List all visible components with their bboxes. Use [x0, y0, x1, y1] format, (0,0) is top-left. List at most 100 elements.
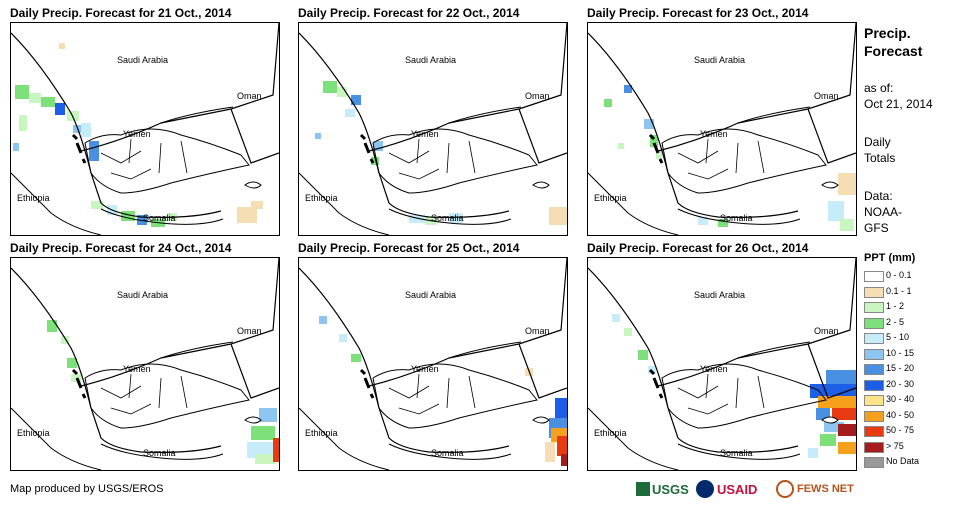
map-label-oman: Oman [525, 91, 550, 101]
map-drawing [299, 258, 567, 470]
precip-cell [67, 358, 77, 368]
precip-cell [828, 201, 844, 221]
daily-label: Daily [864, 135, 891, 149]
socotra-island [821, 181, 839, 189]
legend-swatch [864, 271, 884, 282]
precip-cell [838, 442, 856, 454]
precip-cell [89, 141, 99, 161]
coastline [588, 267, 799, 453]
precip-cell [351, 95, 361, 105]
data-label: Data: [864, 189, 893, 203]
map-label-saudi: Saudi Arabia [694, 55, 746, 65]
forecast-map-panel: Saudi Arabia Oman Yemen Ethiopia Somalia [10, 257, 280, 471]
precip-cell [818, 396, 856, 408]
legend-swatch [864, 317, 884, 329]
map-label-yemen: Yemen [411, 129, 439, 139]
precip-cell [824, 422, 844, 432]
border-saudi [368, 23, 567, 152]
map-label-saudi: Saudi Arabia [405, 290, 457, 300]
islands [648, 133, 664, 164]
coastline [100, 208, 224, 225]
precip-cell [19, 115, 27, 131]
governorate-borders [677, 373, 765, 415]
map-label-yemen: Yemen [700, 129, 728, 139]
socotra-island [532, 416, 550, 424]
map-label-somalia: Somalia [720, 448, 753, 458]
governorate-borders [100, 138, 188, 180]
panel-title: Daily Precip. Forecast for 23 Oct., 2014 [587, 6, 809, 20]
socotra-island [244, 181, 262, 189]
border-yemen [448, 106, 522, 124]
border-oman [518, 108, 567, 164]
legend-swatch [864, 333, 884, 344]
map-label-somalia: Somalia [431, 448, 464, 458]
yemen-outline [661, 128, 827, 194]
governorate-borders [677, 138, 765, 180]
precip-cell [47, 320, 57, 332]
legend-label: 1 - 2 [886, 301, 905, 311]
precip-cell [41, 97, 55, 107]
precip-cell [323, 81, 337, 93]
precip-cell [259, 408, 277, 422]
precip-cell [808, 448, 818, 458]
precip-cell [618, 143, 624, 149]
border-yemen [160, 106, 234, 124]
precip-cell [121, 211, 135, 221]
legend-swatch [864, 410, 884, 422]
precip-cell [55, 103, 65, 115]
precip-cell [718, 219, 728, 227]
map-label-ethiopia: Ethiopia [305, 428, 338, 438]
legend-swatch [864, 379, 884, 391]
totals-label: Totals [864, 151, 896, 165]
socotra-island [821, 416, 839, 424]
precip-cell [251, 201, 263, 209]
legend-swatch [864, 302, 884, 313]
fewsnet-logo: FEWS NET [776, 478, 854, 500]
horn-border [299, 172, 390, 235]
precip-cell [545, 442, 555, 462]
coastline [11, 267, 222, 453]
horn-border [588, 172, 679, 235]
legend-title: PPT (mm) [864, 252, 916, 264]
precip-cell [337, 87, 347, 97]
border-yemen [160, 341, 234, 359]
map-label-somalia: Somalia [143, 448, 176, 458]
horn-border [299, 407, 390, 470]
usaid-logo: USAID [696, 478, 757, 500]
precip-cell [137, 215, 147, 225]
precip-cell [73, 125, 81, 133]
islands [359, 133, 375, 164]
precip-cell [650, 135, 658, 147]
map-label-somalia: Somalia [143, 213, 176, 223]
precip-cell [816, 408, 830, 420]
precip-cell [656, 151, 662, 159]
title-line-1: Precip. [864, 25, 911, 41]
precip-cell [61, 336, 69, 344]
precip-cell [557, 436, 567, 456]
map-label-yemen: Yemen [123, 364, 151, 374]
coastline [588, 32, 799, 218]
border-oman [518, 343, 567, 399]
map-drawing [299, 23, 567, 235]
precip-cell [237, 207, 257, 223]
map-label-somalia: Somalia [431, 213, 464, 223]
map-label-oman: Oman [814, 91, 839, 101]
coastline [388, 443, 512, 460]
coastline [100, 443, 224, 460]
map-label-saudi: Saudi Arabia [694, 290, 746, 300]
precip-cell [555, 398, 567, 418]
legend-swatch [864, 286, 884, 298]
precip-cell [624, 85, 632, 93]
border-yemen [737, 341, 811, 359]
coastline [11, 32, 222, 218]
precip-cell [644, 119, 654, 129]
precip-cell [273, 438, 279, 462]
precip-cell [255, 454, 275, 464]
border-yemen [448, 341, 522, 359]
border-oman [807, 108, 856, 164]
precip-cell [13, 143, 19, 151]
legend-swatch [864, 395, 884, 406]
precip-cell [15, 85, 29, 99]
precip-cell [371, 157, 379, 165]
map-credit: Map produced by USGS/EROS [10, 483, 164, 495]
